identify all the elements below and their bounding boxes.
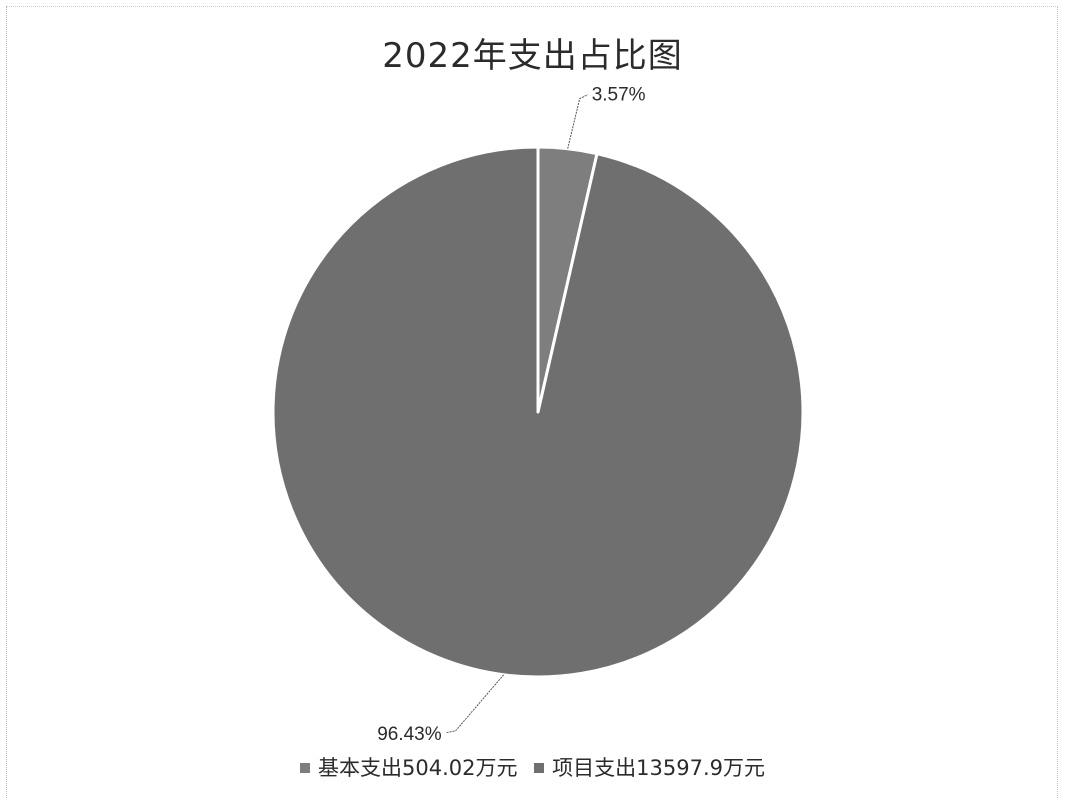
legend-label-basic: 基本支出504.02万元: [317, 756, 518, 780]
legend-item-basic: 基本支出504.02万元: [299, 752, 518, 782]
pie-slices: [271, 145, 805, 679]
pie-labels: 3.57% 96.43%: [377, 85, 645, 745]
legend-label-project: 项目支出13597.9万元: [552, 756, 765, 780]
legend-swatch-project: [534, 763, 545, 773]
pie-leader-basic: [567, 94, 588, 149]
legend: 基本支出504.02万元 项目支出13597.9万元: [0, 752, 1065, 782]
pie-label-basic: 3.57%: [592, 85, 646, 106]
pie-label-project: 96.43%: [377, 724, 442, 745]
legend-swatch-basic: [299, 763, 310, 773]
chart-frame: [6, 6, 1058, 798]
chart-title: 2022年支出占比图: [382, 36, 683, 76]
legend-item-project: 项目支出13597.9万元: [534, 752, 765, 782]
pie-slice-project: [271, 145, 805, 679]
pie-leader-project: [445, 674, 505, 734]
